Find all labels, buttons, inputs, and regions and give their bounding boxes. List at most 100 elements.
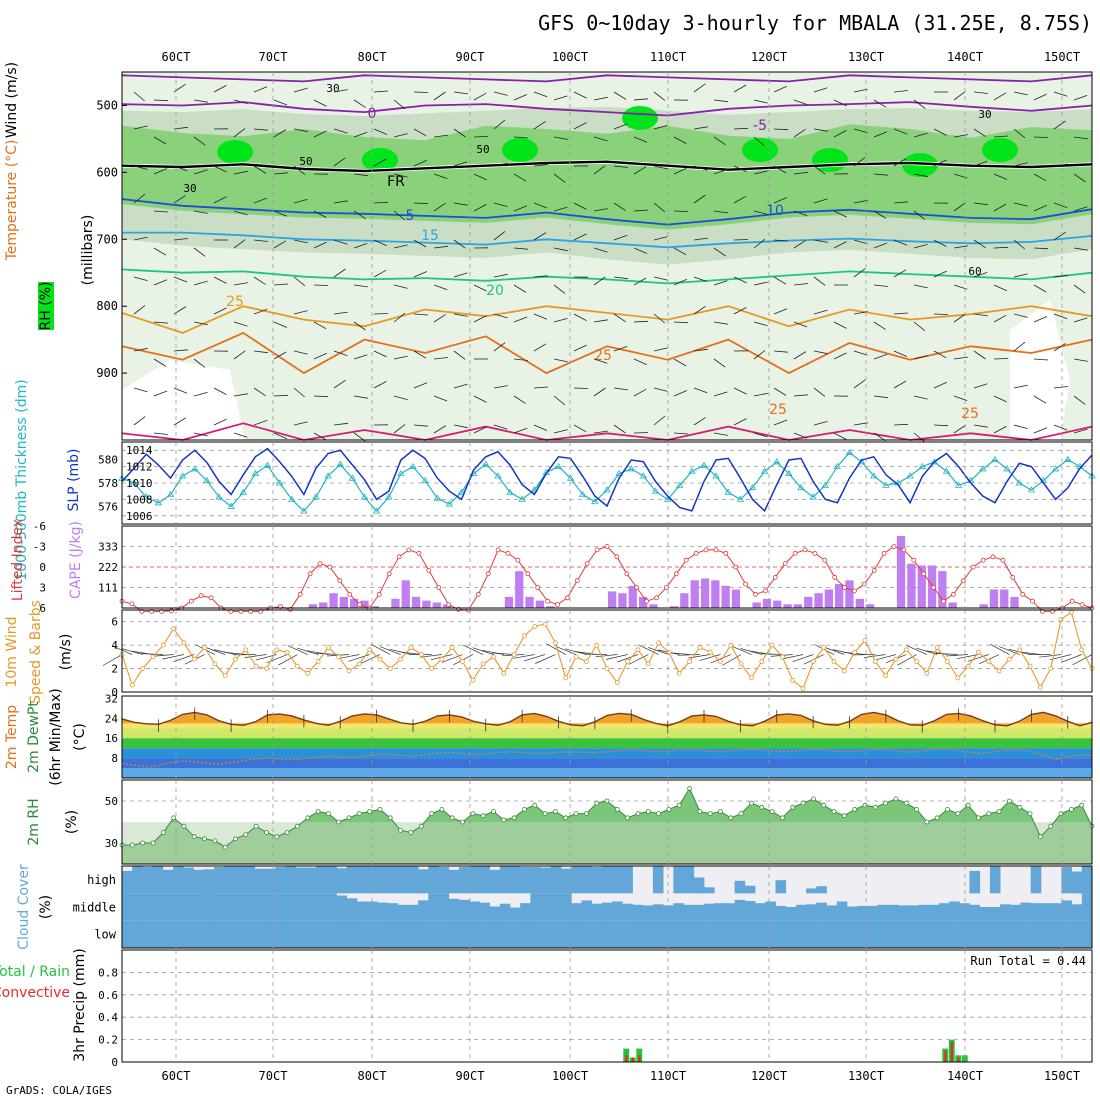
wind-barb — [699, 654, 721, 661]
thickness-point — [288, 495, 296, 502]
li-point — [317, 561, 323, 566]
cape-tick-label: 333 — [98, 541, 118, 554]
wind-barb — [204, 646, 226, 655]
cloud-bar — [479, 902, 490, 921]
wind-barb — [713, 321, 728, 325]
wind-barb — [1033, 395, 1047, 404]
cloud-bar — [734, 920, 746, 948]
cloud-bar — [836, 901, 848, 921]
wind-barb — [893, 158, 907, 167]
wind-barb — [673, 390, 688, 397]
wind-barb — [713, 136, 726, 146]
cloud-bar — [744, 920, 756, 948]
temp-units-label: (°C) — [72, 723, 88, 751]
cloud-bar — [785, 920, 797, 948]
wind-barb — [453, 272, 468, 278]
wind-barb — [193, 136, 206, 146]
wind-barb — [973, 91, 988, 94]
rh-point — [305, 815, 311, 821]
wind-point — [160, 642, 166, 648]
wind-barb — [413, 239, 427, 248]
wind-barb — [513, 247, 528, 250]
thickness-point — [154, 499, 163, 506]
cloud-bar — [316, 866, 327, 894]
thickness-point — [1015, 479, 1023, 486]
li-point — [703, 547, 709, 553]
wind-barb — [473, 92, 487, 101]
wind-barb — [713, 432, 728, 436]
cloud-bar — [285, 893, 296, 921]
rh-moist-band — [122, 124, 1092, 230]
thickness-point — [336, 460, 344, 467]
cloud-bar — [816, 886, 827, 894]
cloud-bar — [918, 904, 929, 921]
li-point — [1069, 598, 1075, 604]
cloud-bar — [213, 893, 225, 921]
thickness-point — [954, 481, 963, 488]
time-tick-label: 100CT — [552, 50, 588, 64]
cloud-bar — [356, 920, 368, 948]
wind-barb — [773, 128, 789, 131]
time-tick-label: 70CT — [259, 1069, 288, 1083]
cape-bar — [814, 593, 823, 608]
rh-point — [563, 815, 569, 821]
thickness-point — [566, 474, 575, 481]
thickness-point — [615, 469, 623, 477]
cloud-bar — [234, 920, 245, 948]
wind-barb — [1073, 173, 1086, 183]
cloud-bar — [183, 867, 194, 894]
wind-barb — [773, 387, 787, 396]
rh-point — [790, 804, 796, 810]
wind-barb — [873, 131, 888, 138]
cloud-bar — [377, 902, 388, 921]
wind-barb — [493, 119, 506, 130]
wind-point — [594, 642, 600, 648]
rh-point — [749, 800, 754, 806]
li-point — [832, 574, 838, 580]
time-tick-label: 80CT — [358, 50, 387, 64]
wind-barb — [913, 210, 926, 220]
wind-barb — [153, 390, 168, 397]
dry-patch — [1010, 300, 1070, 440]
rh-point — [625, 815, 630, 821]
li-point — [654, 595, 659, 601]
pressure-axis-label: (millibars) — [80, 215, 96, 286]
li-point — [644, 598, 649, 604]
wind-barb — [593, 358, 608, 364]
wind-barb — [153, 168, 168, 175]
wind-barb — [553, 173, 566, 183]
rh-point — [439, 807, 445, 812]
cloud-bar — [683, 866, 695, 894]
li-point — [446, 602, 452, 607]
rh-tick-label: 50 — [105, 795, 118, 808]
pressure-tick-label: 700 — [96, 232, 118, 246]
wind-barb — [873, 242, 888, 249]
cloud-bar — [663, 905, 674, 921]
wind-point — [976, 649, 981, 655]
wind-barb — [473, 173, 487, 181]
thickness-point — [275, 479, 284, 486]
wind-barb — [153, 358, 167, 367]
cloud-bar — [244, 866, 256, 894]
wind-barb — [953, 395, 968, 401]
cape-bar — [370, 606, 379, 608]
cloud-bar — [428, 893, 439, 921]
wind-barb — [273, 99, 288, 106]
cape-bar — [1000, 589, 1009, 608]
li-point — [753, 591, 758, 597]
li-point — [396, 554, 402, 560]
cape-bar — [773, 600, 782, 608]
wind-barb — [141, 653, 164, 655]
wind-barb — [773, 165, 787, 174]
li-point — [1000, 557, 1006, 563]
rh-point — [532, 802, 538, 808]
wind-barb — [613, 346, 628, 352]
wind-barb — [1013, 273, 1028, 278]
wind-point — [418, 652, 424, 657]
cloud-bar — [203, 893, 215, 921]
wind-barb — [713, 247, 726, 257]
wind-barb — [793, 210, 808, 217]
cape-bar — [360, 600, 369, 608]
wind-point — [129, 682, 135, 688]
